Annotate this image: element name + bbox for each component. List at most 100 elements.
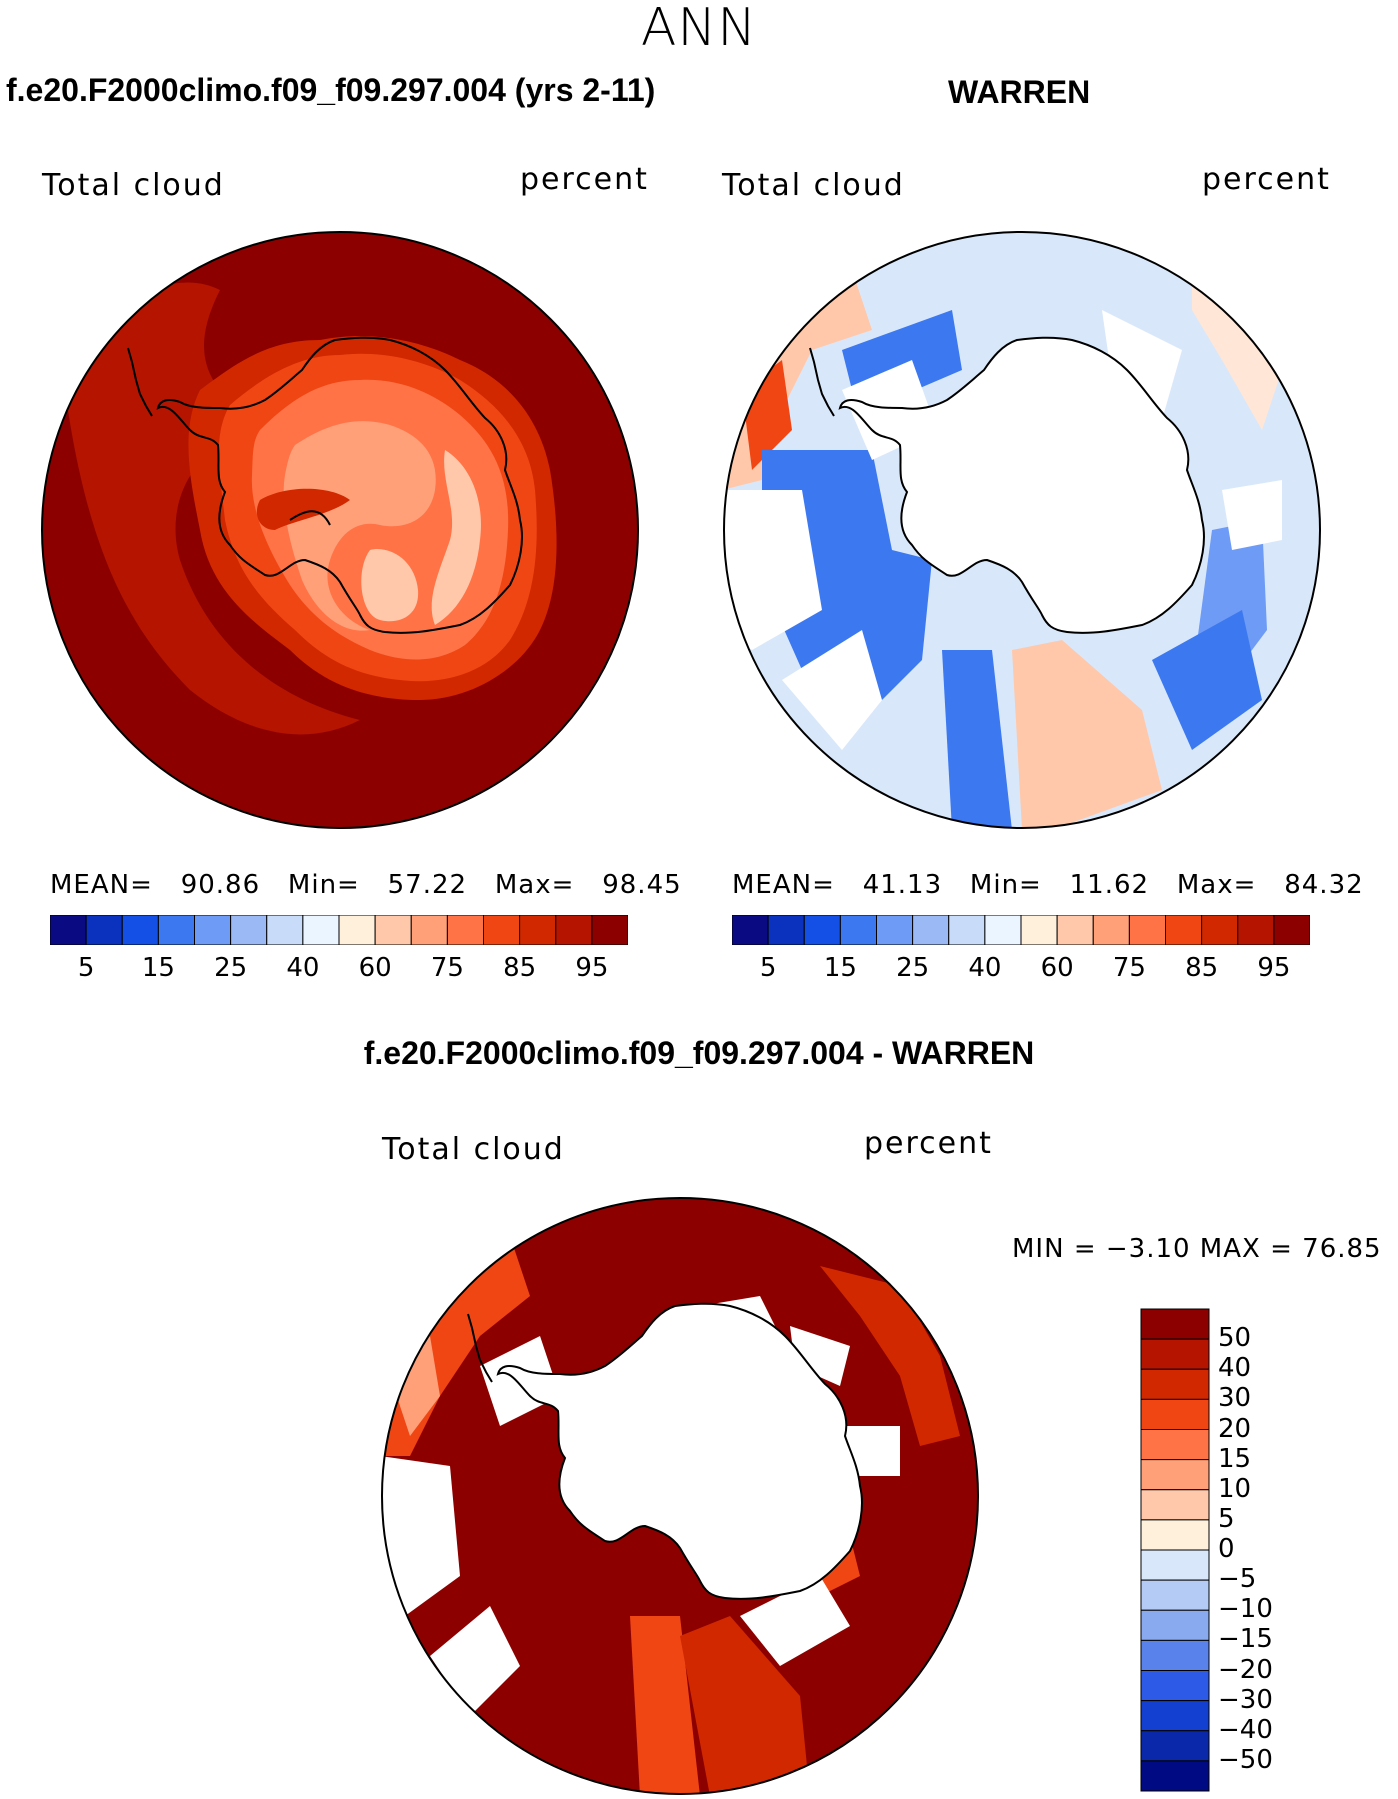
page-title: ANN (640, 0, 758, 58)
diff-colorbar-swatch (1140, 1549, 1210, 1581)
obs-colorbar-tick: 40 (968, 953, 1002, 983)
obs-colorbar-swatch (1092, 915, 1130, 945)
diff-colorbar-swatch (1140, 1398, 1210, 1430)
diff-map-border (381, 1197, 979, 1795)
diff-colorbar-tick: 40 (1218, 1353, 1252, 1384)
obs-colorbar-swatch (1165, 915, 1203, 945)
model-colorbar (50, 915, 628, 945)
diff-colorbar-swatch (1140, 1700, 1210, 1732)
model-case-title: f.e20.F2000climo.f09_f09.297.004 (yrs 2-… (6, 72, 656, 108)
diff-missing-northeast (790, 1326, 850, 1386)
diff-units-label: percent (864, 1126, 993, 1161)
model-interior-dark-band (256, 488, 350, 530)
obs-missing-southwest (782, 630, 882, 750)
model-variable-label: Total cloud (42, 168, 225, 203)
diff-colorbar-swatch (1140, 1338, 1210, 1370)
model-colorbar-tick: 95 (575, 953, 609, 983)
diff-ne-band (820, 1266, 960, 1446)
model-peninsula-coast (127, 347, 331, 526)
model-colorbar-tick: 5 (77, 953, 95, 983)
obs-case-title: WARREN (948, 74, 1091, 110)
obs-mean-value: 41.13 (862, 870, 943, 900)
diff-missing-southeast (740, 1576, 850, 1666)
model-interior-light (283, 421, 436, 631)
model-mean-label: MEAN= (50, 870, 153, 900)
obs-colorbar-swatch (1237, 915, 1275, 945)
obs-colorbar-swatch (732, 915, 769, 945)
model-colorbar-swatch (85, 915, 123, 945)
diff-colorbar-swatch (1140, 1489, 1210, 1521)
diff-colorbar-tick: 0 (1218, 1534, 1235, 1564)
obs-missing-north (1102, 310, 1182, 420)
diff-colorbar-tick: 15 (1218, 1443, 1252, 1474)
obs-colorbar-swatch (1128, 915, 1166, 945)
obs-colorbar (732, 915, 1310, 945)
obs-colorbar-tick: 75 (1112, 953, 1146, 983)
diff-colorbar-tick: −50 (1218, 1744, 1273, 1775)
diff-peninsula-coast (467, 1313, 493, 1383)
obs-stats: MEAN= 41.13 Min= 11.62 Max= 84.32 (732, 870, 1364, 900)
obs-mean-label: MEAN= (732, 870, 835, 900)
model-colorbar-swatch (266, 915, 304, 945)
diff-nw-light (390, 1336, 440, 1436)
model-min-label: Min= (287, 870, 360, 900)
diff-colorbar (1140, 1308, 1210, 1792)
diff-colorbar-swatch (1140, 1730, 1210, 1762)
obs-units-label: percent (1202, 162, 1331, 197)
model-colorbar-swatch (338, 915, 376, 945)
model-colorbar-swatch (157, 915, 195, 945)
diff-colorbar-swatch (1140, 1368, 1210, 1400)
diff-colorbar-tick: −20 (1218, 1654, 1273, 1685)
obs-missing-west (724, 490, 822, 650)
diff-colorbar-tick: −30 (1218, 1684, 1273, 1715)
model-map-border (41, 231, 639, 829)
diff-missing-west (382, 1456, 460, 1616)
model-mean-value: 90.86 (180, 870, 261, 900)
obs-colorbar-swatch (1056, 915, 1094, 945)
model-units-label: percent (520, 162, 649, 197)
diff-colorbar-tick: 5 (1218, 1503, 1235, 1534)
diff-colorbar-swatch (1140, 1429, 1210, 1461)
obs-colorbar-swatch (1020, 915, 1058, 945)
diff-colorbar-swatch (1140, 1609, 1210, 1641)
obs-colorbar-swatch (912, 915, 950, 945)
model-colorbar-swatch (121, 915, 159, 945)
obs-min-label: Min= (969, 870, 1042, 900)
obs-colorbar-swatch (803, 915, 841, 945)
obs-polar-map (723, 231, 1321, 829)
obs-south-salmon (1012, 640, 1162, 828)
obs-colorbar-swatch (1201, 915, 1239, 945)
diff-colorbar-swatch (1140, 1670, 1210, 1702)
obs-colorbar-swatch (839, 915, 877, 945)
obs-variable-label: Total cloud (722, 168, 905, 203)
obs-colorbar-tick: 5 (759, 953, 777, 983)
model-colorbar-swatch (374, 915, 412, 945)
obs-colorbar-tick: 95 (1257, 953, 1291, 983)
obs-blue-wedge-south (942, 650, 1012, 828)
model-colorbar-tick: 25 (214, 953, 248, 983)
model-stats: MEAN= 90.86 Min= 57.22 Max= 98.45 (50, 870, 682, 900)
model-colorbar-tick: 60 (358, 953, 392, 983)
model-colorbar-swatch (591, 915, 628, 945)
obs-peninsula-coast (809, 347, 835, 417)
model-interior-lightest-south (361, 549, 419, 622)
model-colorbar-tick: 40 (286, 953, 320, 983)
diff-polar-map (381, 1197, 979, 1795)
model-colorbar-swatch (519, 915, 557, 945)
diff-south-orange (630, 1616, 700, 1794)
obs-blue-wedge-southeast (1152, 610, 1262, 750)
obs-min-value: 11.62 (1069, 870, 1150, 900)
diff-colorbar-tick: −40 (1218, 1714, 1273, 1745)
diff-range-text: MIN = −3.10 MAX = 76.85 (1012, 1234, 1382, 1264)
obs-colorbar-swatch (1273, 915, 1310, 945)
diff-colorbar-tick: 10 (1218, 1473, 1252, 1504)
obs-ne-salmon (1192, 270, 1282, 430)
model-colorbar-swatch (446, 915, 484, 945)
diff-coastline (496, 1302, 863, 1600)
model-colorbar-swatch (483, 915, 521, 945)
model-max-label: Max= (494, 870, 575, 900)
obs-max-value: 84.32 (1284, 870, 1364, 900)
obs-colorbar-tick: 60 (1040, 953, 1074, 983)
model-colorbar-swatch (410, 915, 448, 945)
obs-colorbar-tick: 25 (896, 953, 930, 983)
